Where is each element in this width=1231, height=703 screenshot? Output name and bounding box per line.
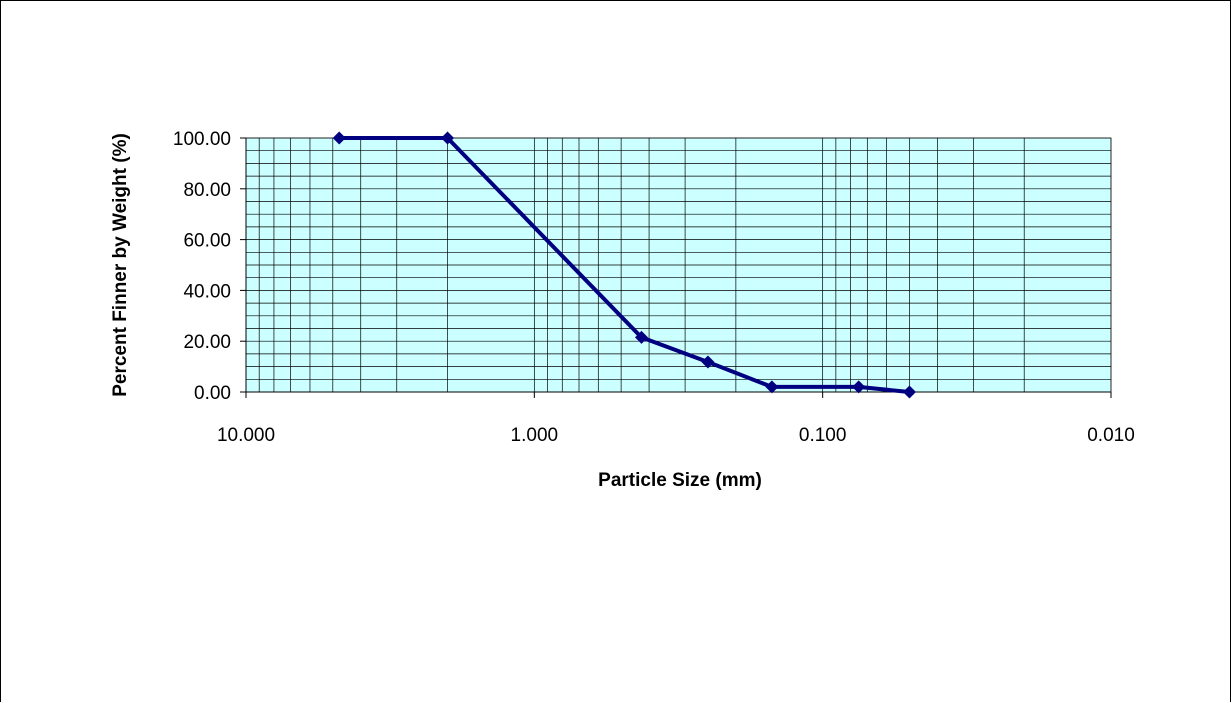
y-tick-label: 20.00 (183, 332, 231, 353)
data-point-marker (765, 380, 779, 394)
axes (240, 137, 1112, 398)
data-point-marker (701, 355, 715, 369)
y-tick-label: 0.00 (194, 383, 231, 404)
data-point-marker (902, 385, 916, 399)
data-point-marker (634, 330, 648, 344)
data-point-marker (852, 380, 866, 394)
x-tick-label: 0.010 (1087, 425, 1135, 446)
x-tick-label: 1.000 (511, 425, 559, 446)
tick-labels: 0.00 20.00 40.00 60.00 80.00 100.00 10.000 1.00… (173, 129, 1135, 446)
y-tick-label: 40.00 (183, 281, 231, 302)
y-axis-title: Percent Finner by Weight (%) (110, 133, 131, 397)
y-tick-label: 100.00 (173, 129, 231, 150)
y-tick-label: 60.00 (183, 231, 231, 252)
x-tick-label: 10.000 (217, 425, 275, 446)
data-series (332, 131, 916, 399)
data-point-marker (332, 131, 346, 145)
data-point-marker (441, 131, 455, 145)
grid-lines (246, 137, 1112, 393)
x-tick-label: 0.100 (799, 425, 847, 446)
x-axis-title: Particle Size (mm) (598, 470, 762, 491)
y-tick-label: 80.00 (183, 180, 231, 201)
